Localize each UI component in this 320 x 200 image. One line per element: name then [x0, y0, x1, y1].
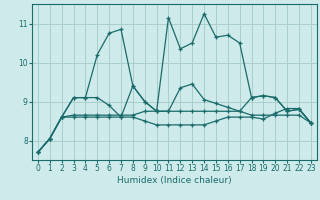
X-axis label: Humidex (Indice chaleur): Humidex (Indice chaleur) — [117, 176, 232, 185]
